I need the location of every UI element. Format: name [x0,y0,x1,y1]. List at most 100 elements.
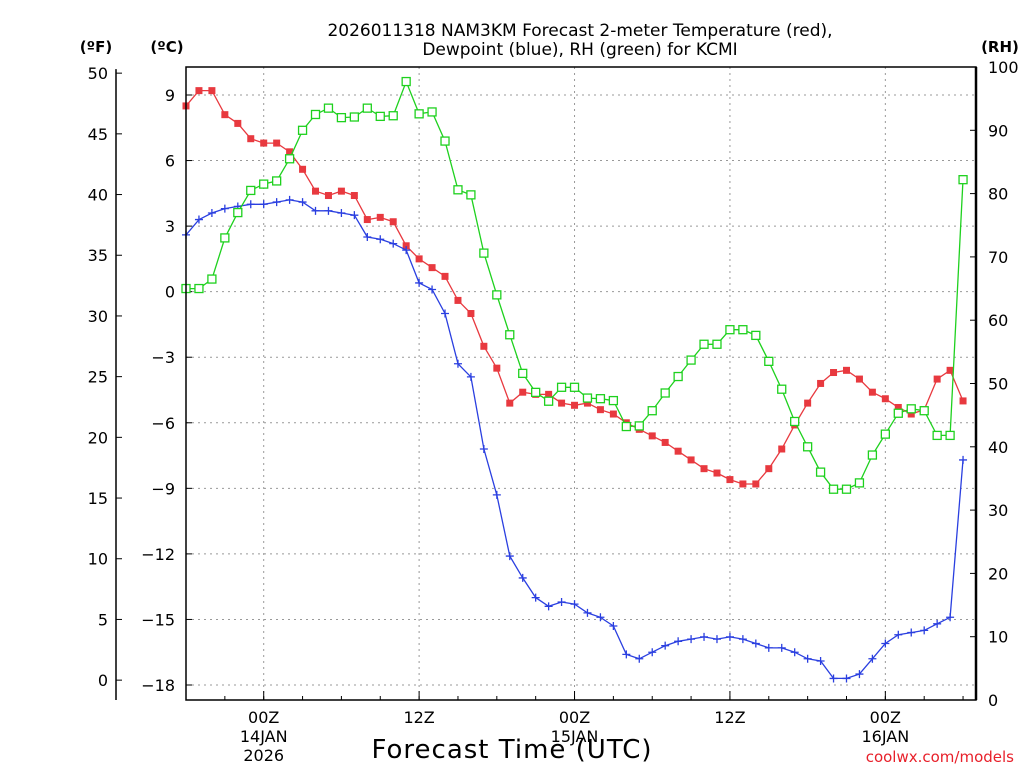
dewpoint-point [648,648,657,657]
temperature-point [881,395,889,403]
x-tick-label-time: 00Z [248,708,279,727]
temperature-point [596,406,604,414]
rh-point [388,111,398,121]
celsius-tick-label: −9 [151,479,175,498]
rh-point [207,274,217,284]
rh-point [919,406,929,416]
rh-point [453,185,463,195]
rh-point [272,176,282,186]
temperature-point [894,403,902,411]
dewpoint-point [479,445,488,453]
rh-point [828,484,839,494]
rh-point [336,112,347,123]
temperature-point [467,310,475,318]
dewpoint-point [609,622,618,630]
temperature-point [493,364,501,372]
rh-point [790,416,800,427]
dewpoint-point [596,613,605,622]
fahrenheit-tick-label: 5 [98,610,108,629]
temperature-point [480,342,488,350]
temperature-point [700,465,708,473]
dewpoint-point [622,650,631,659]
dewpoint-point [194,215,203,224]
rh-point [893,408,903,418]
dewpoint-point [272,198,281,207]
temperature-point [571,401,579,409]
celsius-axis: 9 6 3 0 −3 −6 −9 −12 −15 −18 [141,86,192,695]
dewpoint-point [453,359,462,368]
rh-point [660,388,670,398]
dewpoint-point [350,211,359,220]
rh-point [634,421,644,431]
fahrenheit-tick-label: 45 [88,125,108,144]
dewpoint-point [531,593,540,602]
rh-tick-label: 100 [988,58,1019,77]
dewpoint-point [855,670,864,679]
temperature-point [739,480,747,488]
temperature-point [402,242,410,250]
dewpoint-point [363,233,372,242]
rh-point [427,107,437,117]
x-tick-label-date: 14JAN [240,727,288,746]
rh-point [440,136,450,146]
celsius-tick-label: 3 [165,217,175,236]
temperature-point [273,139,281,147]
temperature-point [933,375,941,383]
fahrenheit-tick-label: 40 [88,186,108,205]
fahrenheit-tick-label: 10 [88,550,108,569]
dewpoint-point [933,619,942,628]
rh-point [841,484,852,494]
rh-point [492,290,502,300]
x-tick-label-time: 12Z [403,708,434,727]
dewpoint-point [220,204,229,213]
rh-point [246,185,256,196]
rh-point [466,190,476,200]
rh-tick-label: 40 [988,438,1008,457]
rh-unit-label: (RH) [981,38,1019,56]
dewpoint-point [635,654,644,663]
x-tick-label-year: 2026 [243,746,284,765]
dewpoint-point [868,654,877,663]
temperature-point [506,399,514,407]
celsius-tick-label: −15 [141,610,175,629]
rh-point [673,371,683,382]
rh-point [608,395,619,406]
dewpoint-point [415,278,424,287]
dewpoint-point [402,246,411,255]
celsius-tick-label: 6 [165,152,175,171]
rh-tick-label: 10 [988,628,1008,647]
temperature-point [428,264,436,272]
dewpoint-point [687,635,696,644]
x-tick-label-time: 12Z [714,708,745,727]
rh-point [777,384,787,394]
rh-point [621,421,631,432]
fahrenheit-tick-label: 50 [88,64,108,83]
temperature-point [817,379,825,387]
rh-point [854,478,865,488]
temperature-point [661,438,669,446]
dewpoint-point [816,656,825,665]
rh-point [414,109,424,119]
rh-point [349,112,360,122]
dewpoint-point [518,573,527,582]
temperature-point [752,480,760,488]
rh-point [764,356,774,366]
temperature-point [247,135,255,143]
temperature-point [609,410,617,418]
rh-point [362,103,372,113]
temperature-point [558,399,566,407]
temperature-point [804,399,812,407]
temperature-point [687,456,695,464]
temperature-point [299,165,307,173]
series-rh [181,76,968,494]
dewpoint-point [583,608,592,617]
rh-point [505,330,515,340]
rh-tick-label: 60 [988,311,1008,330]
rh-tick-label: 20 [988,564,1008,583]
rh-point [284,154,295,164]
temperature-point [454,296,462,304]
dewpoint-point [570,600,579,609]
celsius-tick-label: −3 [151,348,175,367]
